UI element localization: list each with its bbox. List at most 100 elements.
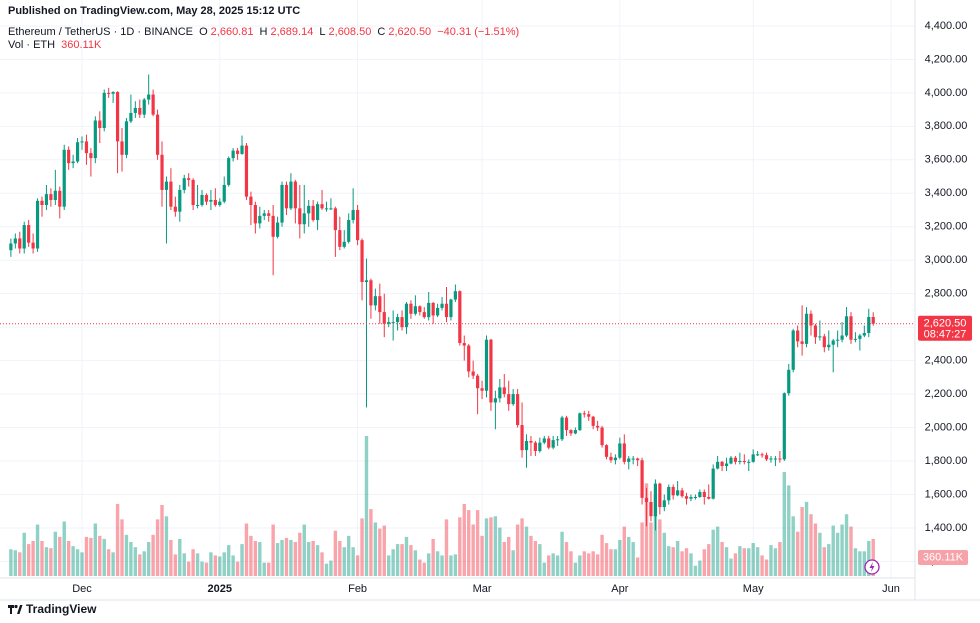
volume-bar <box>49 548 53 576</box>
candle-body <box>693 497 698 499</box>
volume-bar <box>378 528 382 576</box>
candle-body <box>342 241 346 247</box>
volume-bar <box>218 556 222 576</box>
candle-body <box>18 238 22 249</box>
volume-bar <box>302 524 306 576</box>
candle-body <box>524 440 529 451</box>
volume-bar <box>587 553 591 576</box>
candle-body <box>662 500 666 508</box>
candle-body <box>760 454 764 456</box>
volume-bar <box>364 436 369 576</box>
candle-body <box>80 141 84 143</box>
volume-bar <box>622 526 626 576</box>
volume-bar <box>169 539 173 576</box>
candle-body <box>240 145 244 154</box>
candle-body <box>520 425 524 451</box>
volume-bar <box>684 548 689 576</box>
candle-body <box>133 107 137 113</box>
candle-body <box>462 343 466 346</box>
volume-bar <box>533 541 538 576</box>
candle-body <box>413 306 417 314</box>
volume-bar <box>355 555 360 576</box>
candle-body <box>507 394 511 405</box>
volume-bar <box>311 541 315 576</box>
volume-bar <box>595 554 600 576</box>
volume-bar <box>813 523 818 576</box>
volume-bar <box>627 536 631 576</box>
x-tick-label: Apr <box>611 583 628 595</box>
volume-bar <box>244 523 249 576</box>
candle-body <box>853 338 858 340</box>
volume-bar <box>578 555 582 576</box>
candle-body <box>787 369 791 394</box>
volume-bar <box>733 553 738 576</box>
candle-body <box>831 340 835 345</box>
candle-body <box>502 387 506 395</box>
volume-bar <box>840 524 844 576</box>
y-tick-label: 3,800.00 <box>925 120 968 132</box>
candle-body <box>209 199 213 202</box>
candle-body <box>569 430 573 434</box>
x-tick-label: Mar <box>473 583 492 595</box>
volume-bar <box>715 526 720 576</box>
volume-bar <box>502 542 506 576</box>
volume-bar <box>755 547 760 576</box>
volume-bar <box>93 523 98 576</box>
volume-bar <box>71 546 75 576</box>
volume-bar <box>489 517 493 576</box>
candle-body <box>529 440 533 443</box>
volume-bar <box>266 562 271 576</box>
volume-bar <box>831 525 835 576</box>
volume-bar <box>329 560 333 576</box>
candle-body <box>609 456 613 461</box>
candle-body <box>649 502 653 517</box>
last-price-label: 2,620.50 <box>924 318 967 330</box>
volume-bar <box>747 548 751 576</box>
volume-bar <box>306 542 311 576</box>
candle-body <box>218 201 222 205</box>
candle-body <box>720 461 724 467</box>
candle-body <box>724 463 729 467</box>
y-tick-label: 4,400.00 <box>925 20 968 32</box>
volume-bar <box>427 553 431 576</box>
volume-bar <box>653 494 658 576</box>
candle-body <box>333 208 337 231</box>
volume-bar <box>538 544 542 576</box>
candle-body <box>431 302 435 316</box>
open-value: 2,660.81 <box>210 26 254 38</box>
candle-body <box>751 454 755 462</box>
candle-body <box>716 461 720 469</box>
candle-body <box>31 242 35 249</box>
candle-body <box>796 330 800 342</box>
x-tick-label: Dec <box>72 583 92 595</box>
volume-bar <box>702 549 707 576</box>
candle-body <box>409 303 413 314</box>
y-tick-label: 2,000.00 <box>925 421 968 433</box>
volume-bar <box>453 554 458 576</box>
volume-bar <box>333 530 338 576</box>
candle-body <box>516 394 520 426</box>
candle-body <box>98 120 102 129</box>
candle-body <box>40 200 44 205</box>
volume-bar <box>835 532 840 576</box>
volume-bar <box>98 535 102 576</box>
volume-bar <box>213 555 218 576</box>
candle-body <box>698 491 702 498</box>
volume-bar <box>449 555 453 576</box>
candle-body <box>262 213 266 216</box>
candle-body <box>169 181 173 207</box>
candle-body <box>404 303 409 328</box>
volume-bar <box>680 551 684 576</box>
volume-bar <box>80 552 84 576</box>
candle-body <box>280 184 284 223</box>
candle-body <box>467 345 471 372</box>
published-line: Published on TradingView.com, May 28, 20… <box>8 5 301 17</box>
volume-bar <box>387 555 391 576</box>
volume-bar <box>351 547 355 576</box>
candle-body <box>498 387 502 399</box>
candle-body <box>22 225 26 249</box>
candle-body <box>293 181 297 209</box>
high-value: 2,689.14 <box>270 26 314 38</box>
volume-bar <box>644 483 649 576</box>
candle-body <box>213 199 217 205</box>
